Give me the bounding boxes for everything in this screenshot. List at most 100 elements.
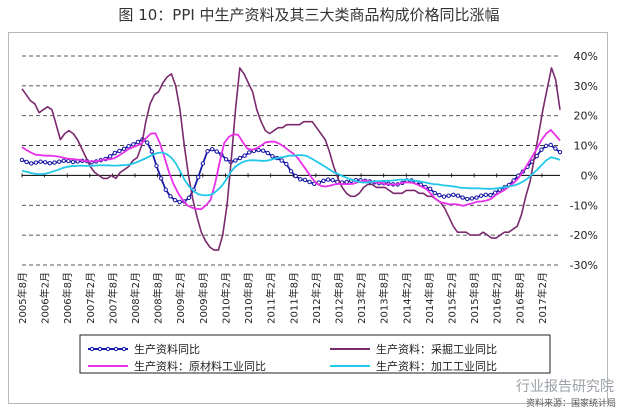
legend-marker — [113, 346, 119, 352]
data-point — [478, 193, 484, 198]
x-tick-label: 2015年2月 — [445, 272, 458, 324]
legend-marker — [97, 346, 103, 352]
data-point — [488, 192, 493, 198]
data-point — [168, 194, 173, 199]
data-point — [112, 150, 117, 156]
series-2 — [21, 129, 561, 211]
x-tick-label: 2007年8月 — [106, 272, 119, 324]
series-lines — [19, 67, 563, 251]
data-point — [543, 143, 549, 149]
data-point — [441, 194, 447, 199]
x-tick-label: 2012年2月 — [310, 272, 323, 324]
data-point — [154, 163, 159, 169]
data-point — [158, 176, 164, 181]
y-tick-label: -10% — [570, 199, 598, 212]
legend-label: 生产资料同比 — [134, 342, 200, 356]
data-point — [302, 177, 308, 183]
legend-item: 生产资料：原材料工业同比 — [88, 359, 266, 373]
legend-label: 生产资料：加工工业同比 — [376, 359, 497, 373]
series-line — [21, 67, 561, 251]
data-point — [135, 139, 141, 145]
legend-label: 生产资料：原材料工业同比 — [134, 359, 266, 373]
data-point — [247, 150, 252, 155]
y-tick-label: 30% — [574, 80, 598, 93]
x-tick-label: 2017年2月 — [536, 272, 549, 324]
y-tick-label: 10% — [574, 140, 598, 153]
data-point — [200, 161, 206, 166]
y-tick-label: 0% — [581, 169, 598, 182]
x-tick-label: 2007年2月 — [84, 272, 97, 324]
data-point — [455, 193, 461, 198]
gridlines — [22, 55, 560, 266]
legend-label: 生产资料：采掘工业同比 — [376, 342, 497, 356]
data-point — [437, 192, 442, 198]
data-point — [460, 195, 465, 200]
data-point — [126, 143, 131, 149]
data-point — [149, 149, 155, 154]
x-tick-label: 2006年8月 — [61, 272, 74, 324]
data-point — [469, 196, 475, 201]
data-point — [553, 146, 558, 151]
series-line — [21, 129, 561, 211]
data-point — [145, 140, 150, 145]
data-point — [29, 161, 34, 166]
legend-marker — [105, 346, 111, 352]
data-point — [196, 175, 201, 180]
data-point — [121, 146, 127, 152]
x-tick-label: 2014年8月 — [423, 272, 436, 324]
data-point — [465, 196, 470, 202]
data-point — [557, 149, 563, 155]
series-0 — [19, 137, 563, 205]
data-point — [56, 159, 62, 164]
legend-item: 生产资料：加工工业同比 — [330, 359, 497, 373]
x-tick-label: 2008年8月 — [152, 272, 165, 324]
data-point — [172, 198, 178, 203]
legend-item: 生产资料同比 — [88, 342, 200, 356]
x-tick-label: 2016年8月 — [513, 272, 526, 324]
data-point — [321, 178, 326, 184]
y-tick-label: 20% — [574, 110, 598, 123]
x-tick-label: 2009年8月 — [197, 272, 210, 324]
data-point — [214, 149, 219, 154]
data-point — [61, 158, 66, 163]
data-point — [52, 160, 57, 165]
data-point — [483, 192, 488, 198]
data-point — [279, 158, 284, 163]
data-point — [344, 179, 349, 185]
data-point — [237, 155, 243, 161]
data-point — [539, 147, 544, 152]
data-point — [209, 146, 215, 152]
data-point — [298, 177, 303, 182]
x-tick-label: 2014年2月 — [400, 272, 413, 324]
data-point — [163, 187, 168, 192]
x-tick-label: 2011年8月 — [287, 272, 300, 324]
legend-item: 生产资料：采掘工业同比 — [330, 342, 497, 356]
data-point — [205, 149, 210, 154]
data-point — [284, 161, 289, 167]
data-point — [107, 154, 113, 159]
y-tick-labels: 40% 30% 20% 10% 0% -10% -20% -30% — [570, 50, 598, 272]
data-point — [330, 178, 335, 183]
data-point — [451, 192, 456, 198]
legend-marker — [121, 346, 127, 352]
y-tick-label: 40% — [574, 50, 598, 63]
data-point — [242, 153, 247, 158]
x-tick-label: 2011年2月 — [265, 272, 278, 324]
x-tick-label: 2016年2月 — [491, 272, 504, 324]
watermark-text: 行业报告研究院 — [516, 379, 614, 395]
x-tick-label: 2009年2月 — [174, 272, 187, 324]
x-tick-label: 2006年2月 — [39, 272, 52, 324]
x-tick-label: 2012年8月 — [332, 272, 345, 324]
data-point — [70, 159, 76, 165]
legend-marker — [89, 346, 95, 352]
x-tick-label: 2013年8月 — [378, 272, 391, 324]
data-point — [325, 177, 331, 182]
x-tick-label: 2015年8月 — [468, 272, 481, 324]
data-point — [265, 150, 271, 156]
chart-title: 图 10：PPI 中生产资料及其三大类商品构成价格同比涨幅 — [118, 6, 500, 24]
series-line — [21, 151, 561, 197]
x-tick-label: 2010年2月 — [219, 272, 232, 324]
data-point — [42, 160, 48, 165]
x-tick-label: 2005年8月 — [16, 272, 29, 324]
